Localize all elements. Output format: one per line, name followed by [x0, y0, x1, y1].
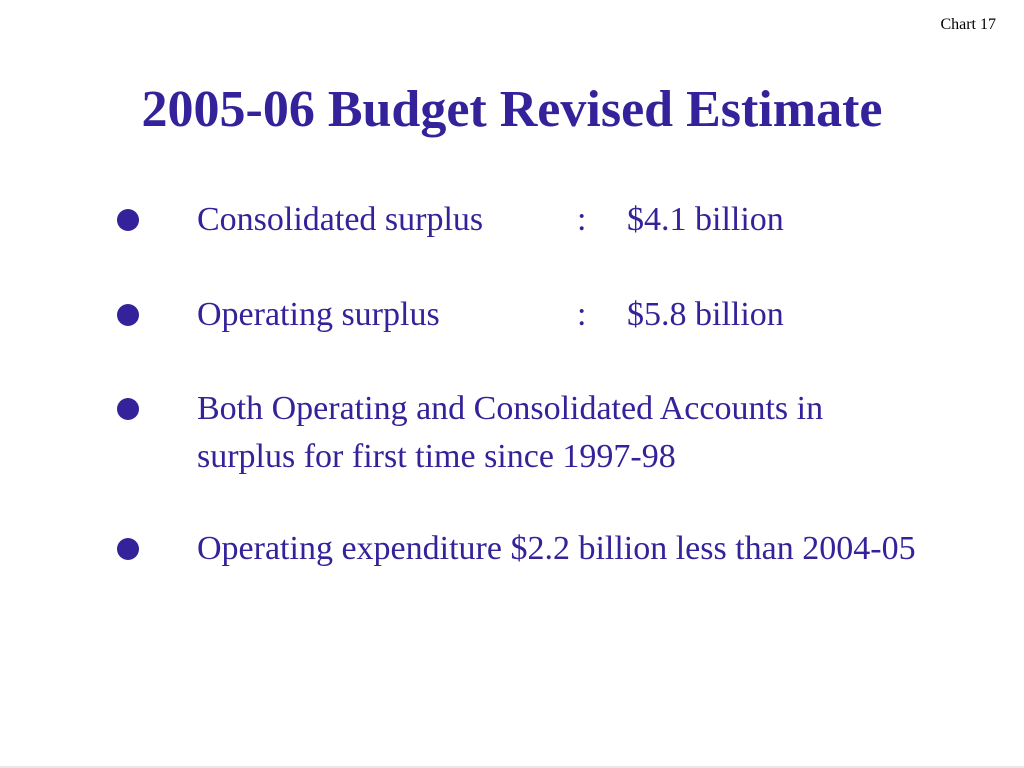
bullet-separator: : [577, 201, 587, 238]
chart-number-label: Chart 17 [940, 16, 996, 33]
bullet-operating-surplus: Operating surplus: $5.8 billion [112, 291, 928, 339]
bullet-separator: : [577, 296, 587, 333]
bullet-label: Operating surplus [197, 296, 440, 333]
bullet-text: Both Operating and Consolidated Accounts… [197, 390, 824, 475]
bullet-list: Consolidated surplus: $4.1 billion Operat… [112, 196, 928, 573]
bullet-value: $5.8 billion [627, 296, 784, 333]
bullet-value: $4.1 billion [627, 201, 784, 238]
slide-title: 2005-06 Budget Revised Estimate [141, 81, 883, 138]
bullet-dot-icon [117, 209, 139, 231]
bullet-dot-icon [117, 304, 139, 326]
bullet-accounts-surplus: Both Operating and Consolidated Accounts… [112, 385, 928, 481]
bullet-text: Operating expenditure $2.2 billion less … [197, 530, 916, 567]
bullet-consolidated-surplus: Consolidated surplus: $4.1 billion [112, 196, 928, 244]
bullet-dot-icon [117, 398, 139, 420]
footer-divider [0, 766, 1024, 768]
bullet-dot-icon [117, 538, 139, 560]
bullet-operating-expenditure: Operating expenditure $2.2 billion less … [112, 525, 928, 573]
bullet-label: Consolidated surplus [197, 201, 484, 238]
